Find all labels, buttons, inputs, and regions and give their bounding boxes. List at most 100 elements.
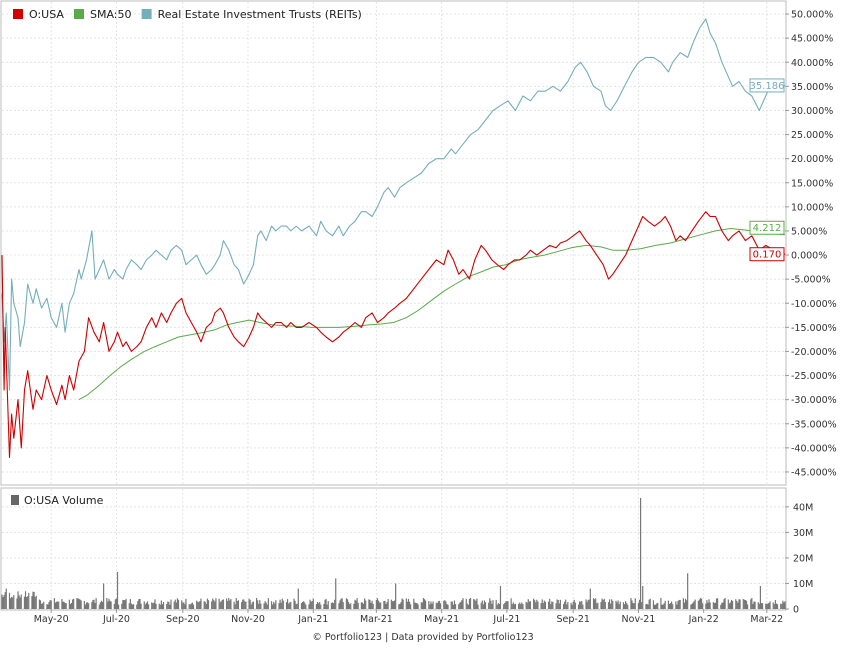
volume-bar <box>76 598 78 609</box>
volume-bar <box>626 603 628 609</box>
volume-bar <box>392 601 395 609</box>
volume-bar <box>712 602 714 609</box>
volume-bar <box>341 598 343 609</box>
end-label-text: 0.170 <box>753 250 782 261</box>
volume-bar <box>275 600 277 609</box>
volume-bar <box>736 600 738 609</box>
volume-bar <box>129 599 131 609</box>
volume-bar <box>511 604 513 609</box>
volume-bar <box>101 601 104 609</box>
volume-bar <box>510 598 512 609</box>
volume-bar <box>720 604 722 609</box>
volume-bar <box>713 603 715 609</box>
volume-bar <box>237 600 239 609</box>
volume-bar <box>443 600 445 609</box>
volume-bar <box>121 603 123 609</box>
volume-bar <box>611 599 613 609</box>
volume-bar <box>722 602 724 609</box>
volume-bar <box>773 604 775 609</box>
volume-y-tick-label: 20M <box>793 553 813 564</box>
volume-bar <box>50 600 52 609</box>
volume-bar <box>249 599 251 609</box>
price-y-tick-label: -40.000% <box>791 443 837 454</box>
volume-bar <box>35 595 37 609</box>
volume-bar <box>669 603 672 609</box>
volume-bar <box>505 601 507 609</box>
volume-bar <box>214 601 216 609</box>
volume-bar <box>698 599 701 609</box>
volume-bar <box>377 600 380 609</box>
volume-bar <box>125 598 127 609</box>
volume-bar <box>64 602 66 609</box>
volume-bar <box>53 598 56 609</box>
volume-bar <box>743 599 745 609</box>
volume-bar <box>667 600 670 609</box>
volume-bar <box>706 600 708 609</box>
volume-bar <box>491 603 493 609</box>
volume-bar <box>205 603 207 609</box>
volume-bar <box>147 604 150 609</box>
volume-bar <box>333 603 335 609</box>
volume-bar <box>581 601 583 609</box>
volume-bar <box>664 600 666 609</box>
legend-label: SMA:50 <box>90 8 132 21</box>
volume-bar <box>151 602 153 609</box>
volume-bar <box>192 604 195 609</box>
volume-bar <box>203 601 205 609</box>
volume-bar <box>638 599 641 609</box>
volume-bar <box>215 598 217 609</box>
volume-bar <box>661 604 663 609</box>
volume-bar <box>370 602 372 609</box>
volume-bar <box>227 601 229 609</box>
volume-y-tick-label: 40M <box>793 502 813 513</box>
volume-bar <box>467 604 469 609</box>
volume-bar <box>559 599 561 609</box>
volume-bar <box>170 599 172 609</box>
volume-bar <box>459 602 461 609</box>
volume-bar <box>499 586 502 609</box>
volume-bar <box>103 583 105 609</box>
end-label-box <box>749 220 785 235</box>
volume-bar <box>401 598 403 609</box>
volume-bar <box>727 599 729 609</box>
volume-bar <box>17 591 19 609</box>
volume-bar <box>552 601 554 609</box>
volume-bar <box>264 601 266 609</box>
volume-bar <box>266 604 268 609</box>
volume-bar <box>522 604 524 609</box>
volume-bar <box>616 602 618 609</box>
volume-bar <box>753 601 755 609</box>
volume-bar <box>415 603 417 609</box>
legend-swatch <box>74 9 84 19</box>
volume-bar <box>445 601 447 609</box>
volume-bar <box>338 603 340 609</box>
volume-bar <box>113 603 115 609</box>
volume-bar <box>295 604 297 609</box>
legend-item: SMA:50 <box>74 8 132 21</box>
volume-bar <box>177 599 180 609</box>
volume-bar <box>173 601 175 609</box>
volume-bar <box>444 600 446 609</box>
volume-bar <box>514 603 517 609</box>
volume-bar <box>490 600 492 609</box>
volume-bar <box>556 599 558 609</box>
volume-bar <box>200 598 202 609</box>
volume-bar <box>744 600 747 609</box>
volume-bar <box>574 602 576 609</box>
volume-bar <box>234 604 236 609</box>
volume-bar <box>65 603 67 609</box>
volume-bar <box>106 597 108 609</box>
volume-bar <box>474 599 476 609</box>
volume-bar <box>564 601 566 609</box>
legend-swatch <box>13 9 23 19</box>
volume-bar <box>335 578 337 609</box>
volume-bar <box>18 595 20 609</box>
volume-panel-frame <box>0 487 787 611</box>
volume-bar <box>311 600 313 609</box>
volume-bar <box>607 602 610 609</box>
volume-bar <box>768 602 770 609</box>
volume-bar <box>430 601 432 609</box>
volume-bar <box>315 604 318 609</box>
volume-bar <box>28 592 30 609</box>
